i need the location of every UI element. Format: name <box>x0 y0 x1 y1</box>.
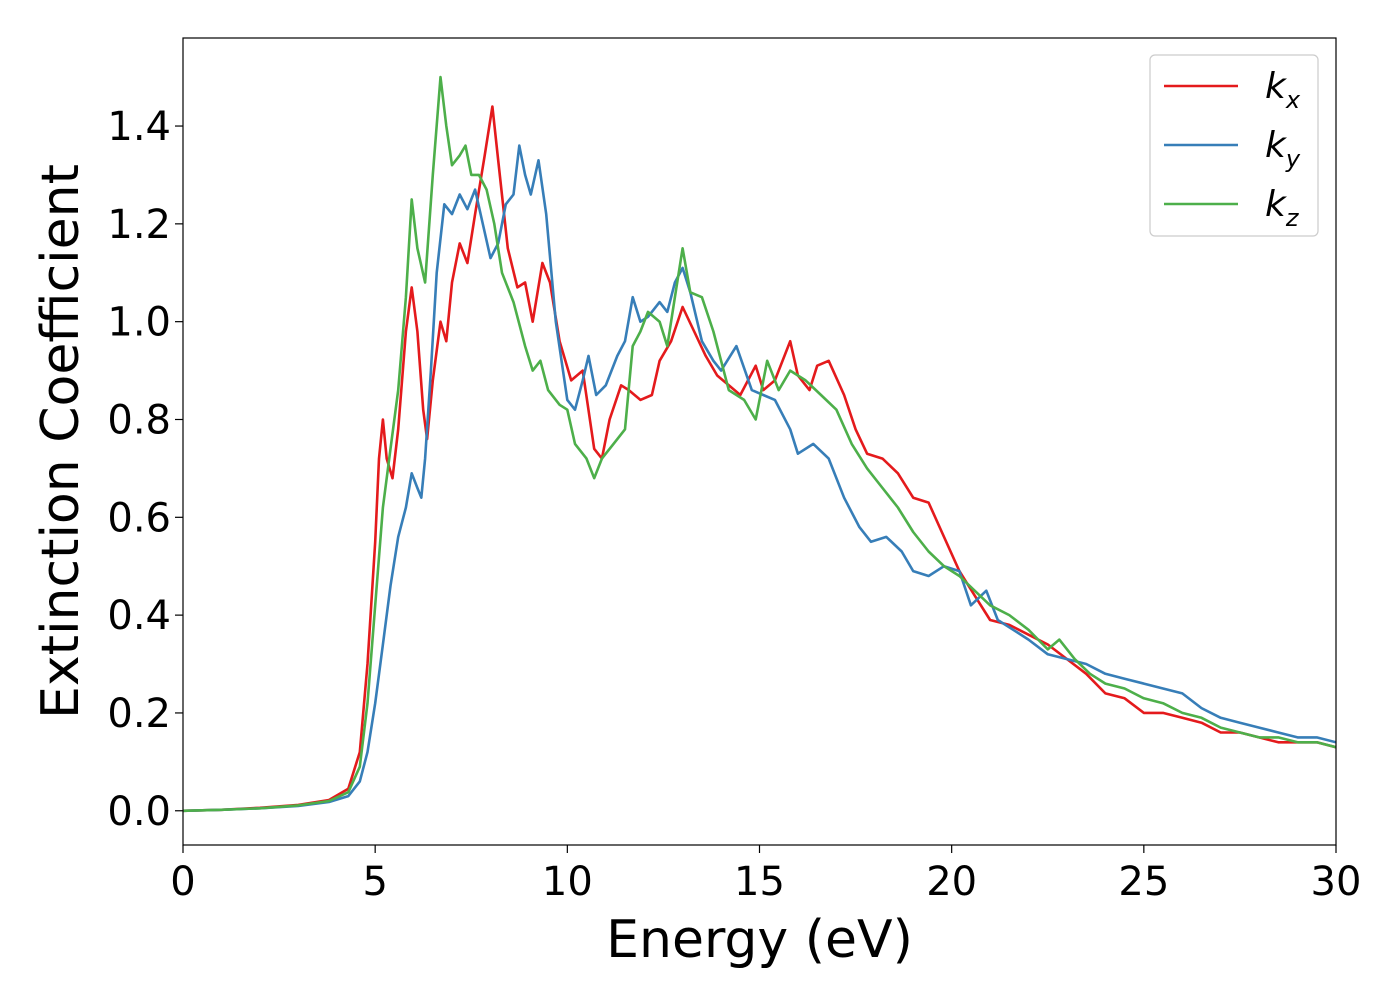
y-tick-label: 1.0 <box>107 300 171 346</box>
legend-label-k-z: kz <box>1265 184 1300 232</box>
legend-label-sub: x <box>1285 86 1301 114</box>
legend-label-k-y: ky <box>1265 125 1301 173</box>
y-axis-ticks: 0.0 0.2 0.4 0.6 0.8 1.0 1.2 1.4 <box>107 104 183 835</box>
series-line-k-y <box>183 144 1336 813</box>
legend-label-main: k <box>1265 125 1288 166</box>
legend-label-main: k <box>1265 66 1288 107</box>
x-axis-label: Energy (eV) <box>606 910 913 970</box>
series-line-k-z <box>183 75 1336 813</box>
x-tick-label: 30 <box>1311 859 1362 905</box>
x-tick-label: 5 <box>362 859 387 905</box>
x-axis-ticks: 0 5 10 15 20 25 30 <box>170 845 1361 905</box>
x-tick-label: 10 <box>542 859 593 905</box>
y-tick-label: 0.2 <box>107 691 171 737</box>
x-tick-label: 25 <box>1118 859 1169 905</box>
series-layer <box>183 75 1336 813</box>
legend-label-sub: y <box>1285 145 1301 173</box>
y-tick-label: 0.4 <box>107 593 171 639</box>
x-tick-label: 15 <box>734 859 785 905</box>
y-tick-label: 0.6 <box>107 495 171 541</box>
legend-label-main: k <box>1265 184 1288 225</box>
y-tick-label: 0.8 <box>107 397 171 443</box>
legend-label-sub: z <box>1285 204 1300 232</box>
y-tick-label: 1.2 <box>107 202 171 248</box>
legend-label-k-x: kx <box>1265 66 1301 114</box>
y-axis-label: Extinction Coefficient <box>31 164 91 719</box>
x-tick-label: 0 <box>170 859 195 905</box>
y-tick-label: 1.4 <box>107 104 171 150</box>
y-tick-label: 0.0 <box>107 789 171 835</box>
x-tick-label: 20 <box>926 859 977 905</box>
